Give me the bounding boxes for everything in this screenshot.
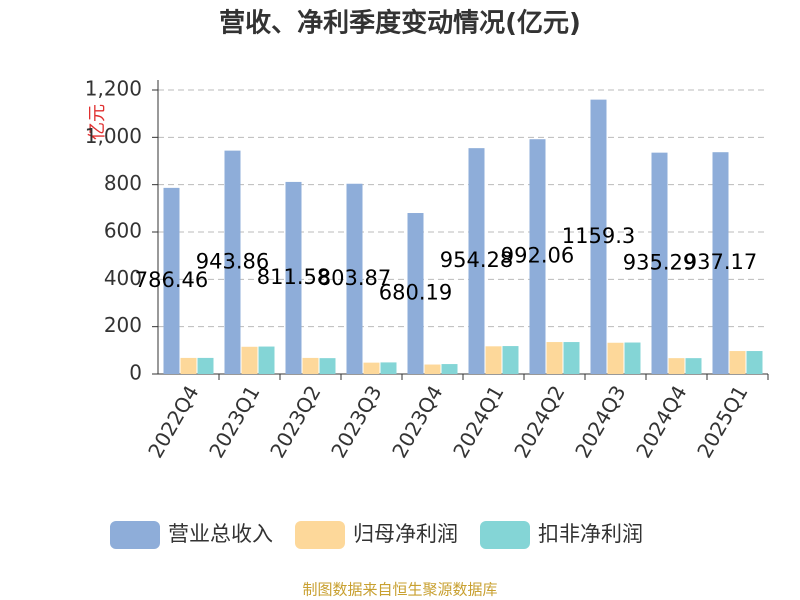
bar <box>285 181 302 374</box>
y-tick-label: 200 <box>104 313 142 337</box>
bar <box>424 364 441 374</box>
chart-title: 营收、净利季度变动情况(亿元) <box>219 8 581 39</box>
legend-swatch[interactable] <box>110 521 160 549</box>
legend-label[interactable]: 归母净利润 <box>353 522 458 546</box>
y-tick-label: 400 <box>104 266 142 290</box>
legend-label[interactable]: 扣非净利润 <box>538 522 643 546</box>
x-tick-label: 2023Q1 <box>204 381 264 462</box>
bar <box>363 362 380 374</box>
x-tick-label: 2022Q4 <box>143 381 203 462</box>
data-label: 803.87 <box>318 266 391 290</box>
bar <box>668 358 685 374</box>
y-tick-label: 1,200 <box>85 77 142 101</box>
data-label: 954.28 <box>440 248 513 272</box>
legend-swatch[interactable] <box>295 521 345 549</box>
bar <box>302 357 319 374</box>
bar <box>468 148 485 374</box>
legend-label[interactable]: 营业总收入 <box>168 522 273 546</box>
bar <box>607 342 624 374</box>
data-label: 943.86 <box>196 249 269 273</box>
x-tick-label: 2024Q3 <box>570 381 630 462</box>
bar <box>651 152 668 374</box>
x-tick-label: 2023Q4 <box>387 381 447 462</box>
bar <box>624 342 641 374</box>
bar <box>502 346 519 374</box>
x-tick-label: 2024Q2 <box>509 381 569 462</box>
y-tick-label: 800 <box>104 171 142 195</box>
source-note: 制图数据来自恒生聚源数据库 <box>302 581 497 599</box>
bar <box>485 346 502 374</box>
bar <box>685 358 702 374</box>
bar <box>163 187 180 374</box>
x-tick-label: 2024Q4 <box>631 381 691 462</box>
bar <box>529 139 546 374</box>
bar <box>712 152 729 374</box>
data-label: 786.46 <box>135 268 208 292</box>
x-tick-label: 2023Q2 <box>265 381 325 462</box>
data-label: 680.19 <box>379 281 452 305</box>
bar <box>319 358 336 374</box>
bar <box>563 342 580 374</box>
y-tick-label: 0 <box>129 361 142 385</box>
bar <box>224 150 241 374</box>
data-label: 811.58 <box>257 265 330 289</box>
bar <box>407 213 424 374</box>
bar <box>180 357 197 374</box>
y-axis-label: 亿元 <box>87 104 108 140</box>
data-label: 1159.3 <box>562 224 635 248</box>
bar <box>729 351 746 374</box>
bar <box>197 357 214 374</box>
data-label: 935.29 <box>623 250 696 274</box>
data-label: 992.06 <box>501 244 574 268</box>
bar <box>590 99 607 375</box>
bar <box>380 362 397 374</box>
bar <box>441 364 458 374</box>
x-tick-label: 2023Q3 <box>326 381 386 462</box>
bar <box>258 346 275 374</box>
y-tick-label: 1,000 <box>85 124 142 148</box>
bar <box>346 183 363 374</box>
x-tick-label: 2025Q1 <box>692 381 752 462</box>
y-tick-label: 600 <box>104 219 142 243</box>
bar <box>241 346 258 374</box>
legend-swatch[interactable] <box>480 521 530 549</box>
x-tick-label: 2024Q1 <box>448 381 508 462</box>
bar <box>746 351 763 374</box>
data-label: 937.17 <box>684 250 757 274</box>
bar <box>546 342 563 374</box>
